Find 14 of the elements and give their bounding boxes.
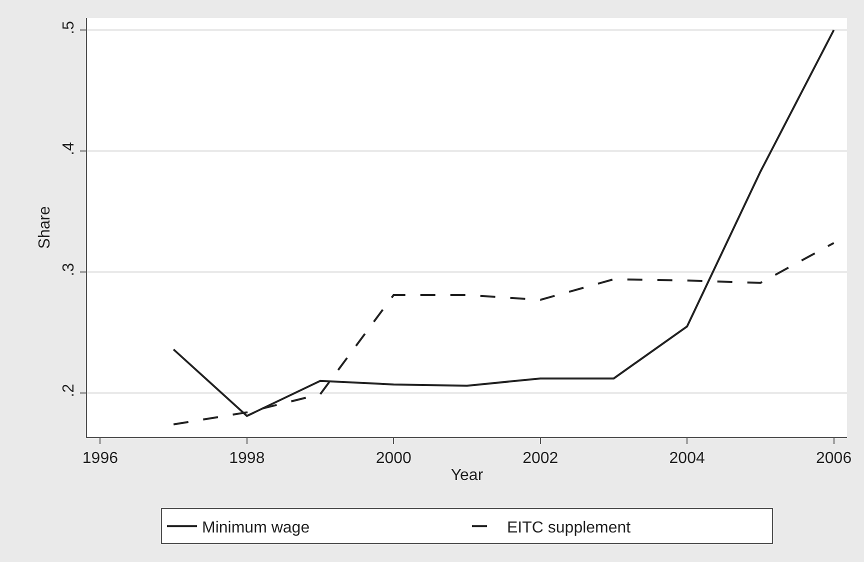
x-tick-label: 2006 (816, 450, 852, 468)
x-axis-title: Year (450, 466, 484, 484)
legend-label: Minimum wage (202, 519, 310, 536)
y-tick-label: .4 (60, 142, 78, 156)
x-tick-label: 2002 (522, 450, 558, 468)
legend-label: EITC supplement (507, 519, 632, 536)
y-tick-label: .3 (60, 262, 78, 276)
x-tick-label: 2000 (376, 450, 412, 468)
y-tick-label: .5 (60, 20, 78, 34)
x-tick-label: 1998 (229, 450, 265, 468)
x-tick-label: 1996 (82, 450, 118, 468)
y-tick-label: .2 (60, 384, 78, 398)
y-axis-title: Share (36, 206, 54, 249)
x-tick-label: 2004 (669, 450, 705, 468)
